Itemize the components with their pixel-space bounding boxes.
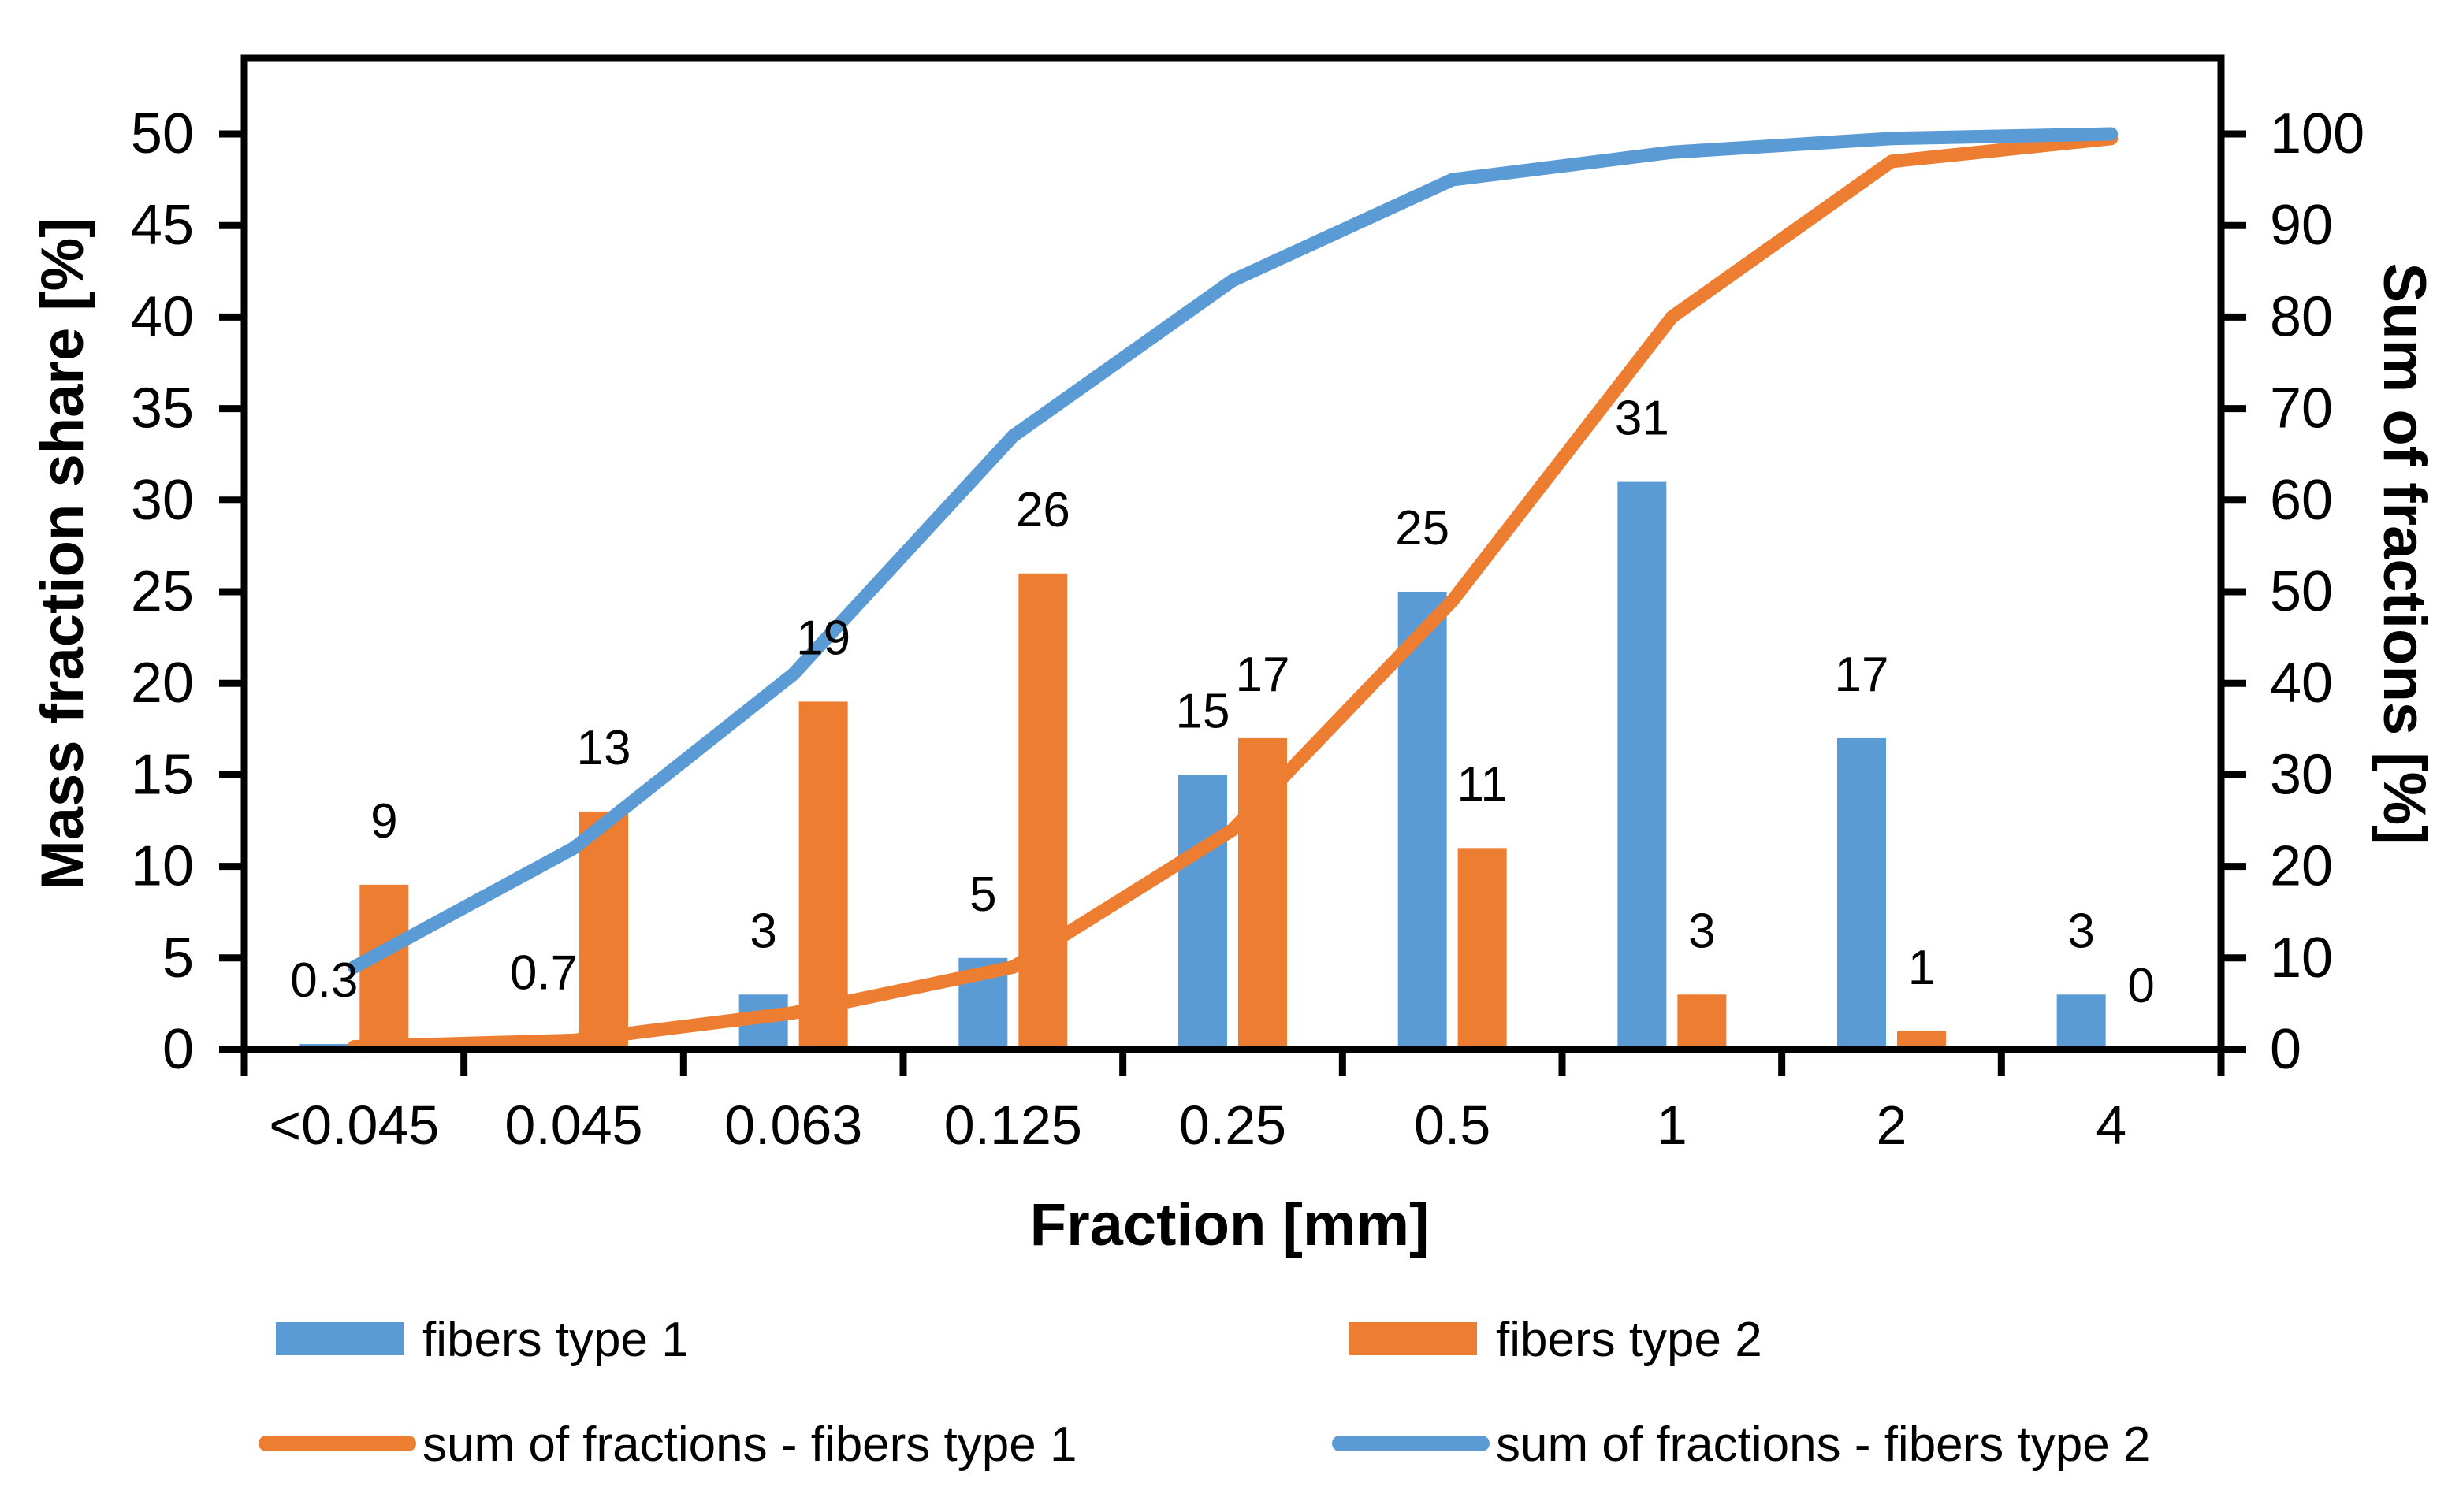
legend-swatch-fibers-type-2	[1349, 1322, 1477, 1355]
bar-label-fibers-type-1-2: 17	[1835, 648, 1889, 702]
right-axis-tick-label: 0	[2270, 1018, 2301, 1081]
left-axis-title: Mass fraction share [%]	[29, 217, 96, 890]
left-axis-tick-label: 0	[162, 1018, 194, 1081]
right-axis-title: Sum of fractions [%]	[2371, 263, 2438, 845]
bar-fibers-type-2-0.063	[798, 701, 848, 1049]
legend-swatch-fibers-type-1	[276, 1322, 404, 1355]
left-axis-tick-label: 50	[131, 102, 194, 165]
x-axis-category-label: 1	[1657, 1094, 1687, 1156]
bar-label-fibers-type-2-0.25: 17	[1236, 648, 1290, 702]
left-axis-tick-label: 30	[131, 469, 194, 532]
bar-fibers-type-2-1	[1677, 994, 1727, 1049]
right-axis-tick-label: 60	[2270, 469, 2333, 532]
line-sum-of-fractions---fibers-type-1	[347, 132, 2119, 1054]
legend-label-sum-of-fractions-fibers-type-2: sum of fractions - fibers type 2	[1496, 1417, 2150, 1472]
plot-border	[240, 54, 2225, 1053]
right-axis-tick-label: 70	[2270, 377, 2333, 440]
left-axis-tick-label: 10	[131, 835, 194, 898]
bars-group	[299, 481, 2106, 1049]
bar-fibers-type-1-2	[1837, 737, 1886, 1049]
legend: fibers type 1 fibers type 2 sum of fractio…	[259, 1313, 2150, 1472]
bar-label-fibers-type-2-4: 0	[2127, 959, 2154, 1013]
right-axis-tick-label: 10	[2270, 927, 2333, 990]
right-axis-tick-label: 30	[2270, 743, 2333, 806]
bar-fibers-type-1-4	[2056, 994, 2106, 1049]
bar-label-fibers-type-2-0.5: 11	[1457, 757, 1507, 812]
bar-label-fibers-type-1-0.045: 0.7	[510, 946, 578, 1001]
bar-label-fibers-type-2-2: 1	[1908, 941, 1935, 995]
legend-label-fibers-type-1: fibers type 1	[422, 1313, 689, 1367]
bar-fibers-type-2-2	[1897, 1031, 1946, 1049]
x-axis-category-label: 0.5	[1414, 1094, 1490, 1156]
left-axis-tick-label: 40	[131, 285, 194, 348]
x-axis-category-label: 2	[1877, 1094, 1907, 1156]
left-axis-tick-label: 45	[131, 194, 194, 257]
left-axis-tick-label: 25	[131, 560, 194, 623]
axes-group: 0510152025303540455001020304050607080901…	[131, 54, 2364, 1156]
bar-label-fibers-type-2-0.045: 13	[577, 721, 631, 775]
bar-fibers-type-2-0.125	[1018, 573, 1068, 1049]
x-axis-category-label: 0.063	[724, 1094, 862, 1156]
bar-fibers-type-1-1	[1617, 481, 1667, 1049]
bar-label-fibers-type-2-0.063: 19	[796, 611, 850, 665]
left-axis-tick-label: 5	[162, 927, 194, 990]
bar-fibers-type-1-0.5	[1397, 592, 1447, 1049]
bar-label-fibers-type-1-1: 31	[1615, 392, 1669, 446]
bar-label-fibers-type-1-4: 3	[2067, 904, 2094, 958]
right-axis-tick-label: 90	[2270, 194, 2333, 257]
bar-label-fibers-type-2-1: 3	[1688, 904, 1715, 958]
bar-fibers-type-2-0.045	[579, 811, 628, 1049]
x-axis-category-label: <0.045	[269, 1094, 439, 1156]
lines-group	[347, 127, 2119, 1054]
right-axis-tick-label: 20	[2270, 835, 2333, 898]
bar-fibers-type-1-0.25	[1178, 775, 1227, 1049]
left-axis-tick-label: 15	[131, 743, 194, 806]
bar-label-fibers-type-1-0.125: 5	[969, 867, 996, 922]
bar-label-fibers-type-2-<0.045: 9	[370, 794, 397, 849]
bar-label-fibers-type-1-0.5: 25	[1395, 501, 1449, 555]
bar-label-fibers-type-1-0.063: 3	[750, 904, 776, 958]
right-axis-tick-label: 100	[2270, 102, 2364, 165]
bar-label-fibers-type-2-0.125: 26	[1016, 483, 1070, 537]
right-axis-tick-label: 80	[2270, 285, 2333, 348]
legend-label-fibers-type-2: fibers type 2	[1496, 1313, 1762, 1367]
x-axis-title: Fraction [mm]	[1030, 1191, 1430, 1258]
right-axis-tick-label: 50	[2270, 560, 2333, 623]
right-axis-tick-label: 40	[2270, 652, 2333, 715]
x-axis-category-label: 0.25	[1179, 1094, 1286, 1156]
left-axis-tick-label: 35	[131, 377, 194, 440]
x-axis-category-label: 0.045	[504, 1094, 642, 1156]
left-axis-tick-label: 20	[131, 652, 194, 715]
bar-fibers-type-2-0.5	[1457, 848, 1507, 1049]
bar-label-fibers-type-1-<0.045: 0.3	[290, 953, 358, 1008]
x-axis-category-label: 0.125	[944, 1094, 1082, 1156]
bar-label-fibers-type-1-0.25: 15	[1176, 684, 1230, 738]
x-axis-category-label: 4	[2096, 1094, 2126, 1156]
legend-label-sum-of-fractions-fibers-type-1: sum of fractions - fibers type 1	[422, 1417, 1077, 1472]
line-sum-of-fractions---fibers-type-2	[347, 127, 2119, 974]
